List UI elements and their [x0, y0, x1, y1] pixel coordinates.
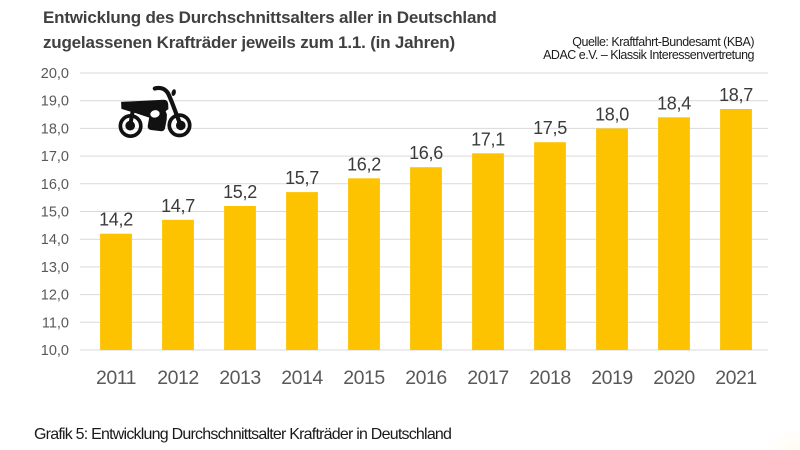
svg-text:2017: 2017	[467, 367, 508, 389]
svg-text:15,0: 15,0	[41, 205, 69, 221]
svg-text:12,0: 12,0	[41, 288, 69, 304]
svg-text:14,2: 14,2	[99, 210, 133, 230]
svg-text:13,0: 13,0	[41, 260, 69, 276]
svg-text:17,5: 17,5	[533, 118, 567, 138]
svg-text:14,0: 14,0	[41, 232, 69, 248]
svg-text:2012: 2012	[157, 367, 198, 389]
svg-text:11,0: 11,0	[42, 315, 69, 331]
svg-text:17,0: 17,0	[41, 149, 69, 165]
svg-text:18,7: 18,7	[719, 85, 753, 105]
svg-text:2011: 2011	[96, 367, 136, 389]
svg-text:17,1: 17,1	[471, 129, 505, 149]
svg-text:10,0: 10,0	[41, 343, 69, 359]
svg-text:2018: 2018	[529, 367, 570, 389]
svg-text:18,0: 18,0	[595, 104, 629, 124]
svg-text:15,7: 15,7	[285, 168, 319, 188]
svg-text:18,4: 18,4	[657, 93, 691, 113]
svg-text:2014: 2014	[281, 367, 323, 389]
svg-text:14,7: 14,7	[161, 196, 195, 216]
svg-text:19,0: 19,0	[41, 94, 69, 110]
svg-text:2020: 2020	[653, 367, 695, 389]
svg-text:2013: 2013	[219, 367, 260, 389]
svg-text:2019: 2019	[591, 367, 632, 389]
svg-text:2016: 2016	[405, 367, 446, 389]
svg-text:18,0: 18,0	[41, 121, 69, 137]
svg-text:15,2: 15,2	[223, 182, 257, 202]
svg-text:16,6: 16,6	[409, 143, 443, 163]
svg-text:16,0: 16,0	[41, 177, 69, 193]
svg-text:20,0: 20,0	[41, 66, 69, 82]
svg-text:2015: 2015	[343, 367, 385, 389]
svg-text:2021: 2021	[715, 367, 756, 389]
svg-text:16,2: 16,2	[347, 154, 381, 174]
